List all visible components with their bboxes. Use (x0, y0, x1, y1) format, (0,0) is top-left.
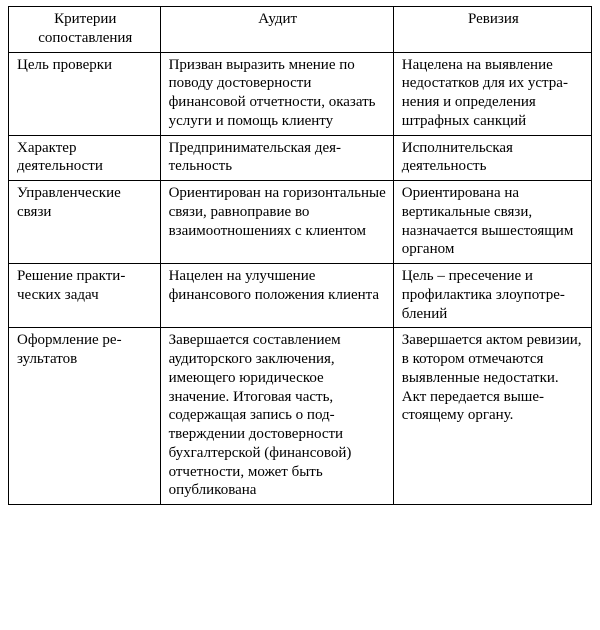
cell-revision: Нацелена на вы­явление недостат­ков для … (393, 52, 591, 135)
page: Критерии сопоставления Аудит Ревизия Цел… (0, 0, 600, 630)
cell-revision: Ориентирована на вертикальные связи, наз… (393, 181, 591, 264)
col-header-audit: Аудит (160, 7, 393, 53)
table-row: Характер деятельности Предпринимательска… (9, 135, 592, 181)
cell-audit: Нацелен на улучшение финансового положен… (160, 264, 393, 328)
cell-revision: Исполнительская деятельность (393, 135, 591, 181)
cell-criteria: Цель проверки (9, 52, 161, 135)
cell-criteria: Оформление ре­зультатов (9, 328, 161, 505)
table-header-row: Критерии сопоставления Аудит Ревизия (9, 7, 592, 53)
cell-audit: Призван выразить мнение по поводу достов… (160, 52, 393, 135)
cell-revision: Завершается ак­том ревизии, в котором от… (393, 328, 591, 505)
col-header-revision: Ревизия (393, 7, 591, 53)
cell-criteria: Характер деятельности (9, 135, 161, 181)
comparison-table: Критерии сопоставления Аудит Ревизия Цел… (8, 6, 592, 505)
cell-audit: Предпринимательская дея­тельность (160, 135, 393, 181)
table-row: Управленческие связи Ориентирован на гор… (9, 181, 592, 264)
col-header-criteria: Критерии сопоставления (9, 7, 161, 53)
cell-revision: Цель – пресече­ние и профилак­тика злоуп… (393, 264, 591, 328)
cell-criteria: Решение практи­ческих задач (9, 264, 161, 328)
table-row: Решение практи­ческих задач Нацелен на у… (9, 264, 592, 328)
table-row: Цель проверки Призван выразить мнение по… (9, 52, 592, 135)
cell-criteria: Управленческие связи (9, 181, 161, 264)
cell-audit: Ориентирован на горизон­тальные связи, р… (160, 181, 393, 264)
table-row: Оформление ре­зультатов Завершается сост… (9, 328, 592, 505)
cell-audit: Завершается составлением аудиторского за… (160, 328, 393, 505)
